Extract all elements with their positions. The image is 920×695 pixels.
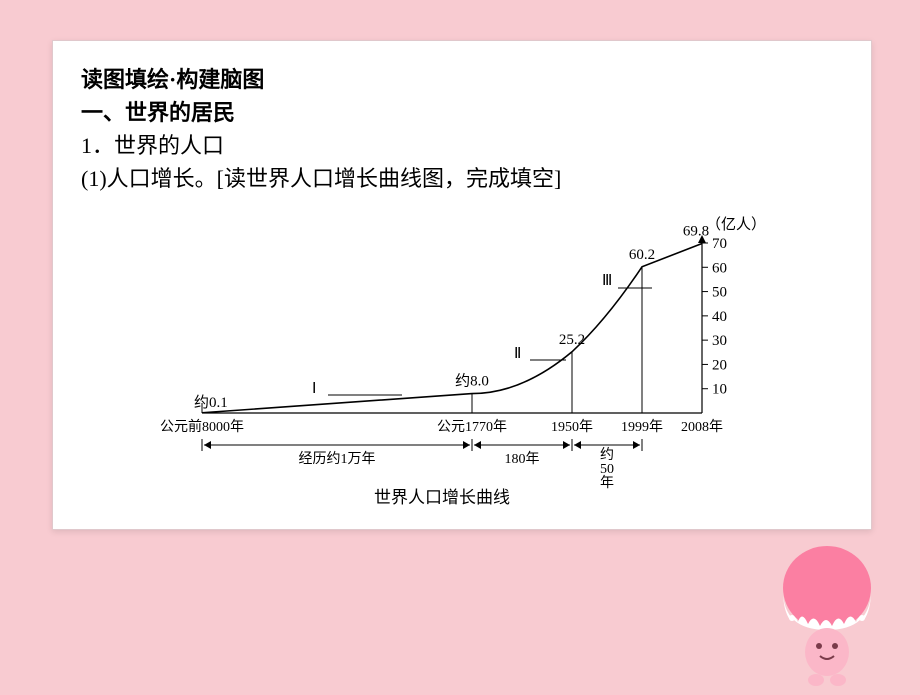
line-topic: 1．世界的人口	[81, 129, 843, 162]
svg-text:约0.1: 约0.1	[194, 394, 228, 411]
svg-text:69.8: 69.8	[683, 223, 709, 239]
svg-text:年: 年	[600, 475, 614, 491]
svg-text:50: 50	[600, 462, 614, 477]
svg-text:2008年: 2008年	[681, 419, 723, 435]
population-growth-chart: 10 20 30 40 50 60 70 （亿人） 约0.1 约8.0 25.2 60.2 69.8 公元…	[142, 203, 782, 513]
svg-text:约: 约	[600, 447, 614, 463]
svg-text:40: 40	[712, 309, 727, 325]
svg-text:1950年: 1950年	[551, 419, 593, 435]
svg-text:约8.0: 约8.0	[455, 373, 489, 390]
svg-text:公元前8000年: 公元前8000年	[160, 418, 244, 435]
svg-text:Ⅰ: Ⅰ	[312, 381, 316, 397]
svg-text:70: 70	[712, 236, 727, 252]
slide-page: 读图填绘·构建脑图 一、世界的居民 1．世界的人口 (1)人口增长。[读世界人口…	[52, 40, 872, 530]
svg-text:1999年: 1999年	[621, 419, 663, 435]
svg-text:180年: 180年	[505, 451, 540, 467]
svg-text:公元1770年: 公元1770年	[437, 419, 507, 435]
svg-text:（亿人）: （亿人）	[706, 216, 766, 233]
svg-text:50: 50	[712, 285, 727, 301]
svg-text:Ⅱ: Ⅱ	[514, 346, 521, 362]
balloon-decoration	[772, 540, 882, 690]
heading-top: 读图填绘·构建脑图	[81, 63, 843, 96]
svg-text:25.2: 25.2	[559, 332, 585, 348]
svg-text:世界人口增长曲线: 世界人口增长曲线	[374, 488, 510, 507]
line-instruction: (1)人口增长。[读世界人口增长曲线图，完成填空]	[81, 162, 843, 195]
svg-text:20: 20	[712, 357, 727, 373]
svg-text:经历约1万年: 经历约1万年	[299, 451, 376, 467]
chart-svg: 10 20 30 40 50 60 70 （亿人） 约0.1 约8.0 25.2 60.2 69.8 公元…	[142, 203, 782, 513]
heading-section: 一、世界的居民	[81, 96, 843, 129]
svg-text:30: 30	[712, 333, 727, 349]
svg-text:10: 10	[712, 382, 727, 398]
svg-text:Ⅲ: Ⅲ	[602, 273, 612, 289]
svg-text:60.2: 60.2	[629, 247, 655, 263]
svg-text:60: 60	[712, 260, 727, 276]
